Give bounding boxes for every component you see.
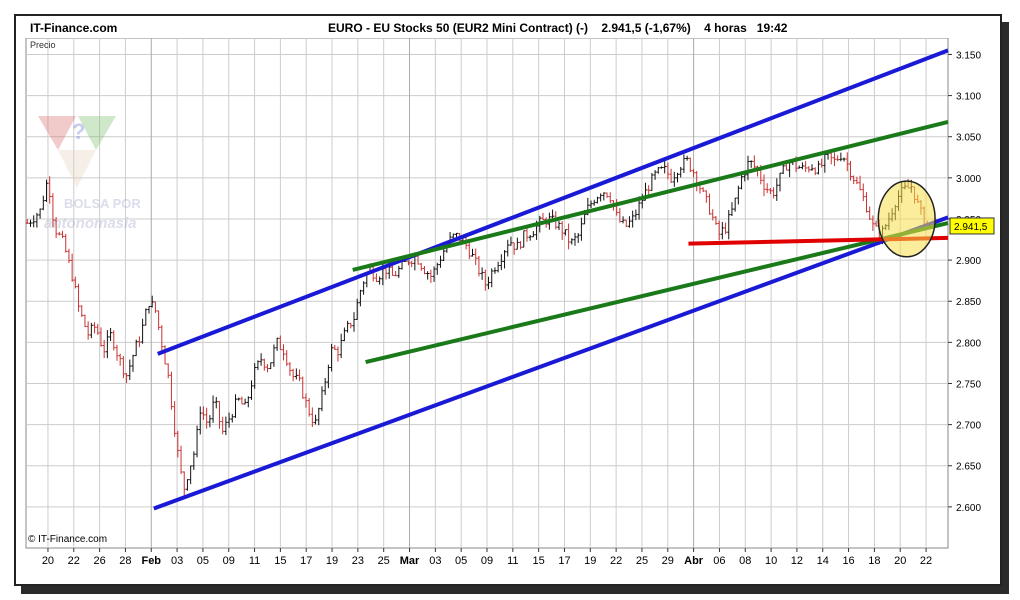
x-tick-label: 09 (481, 555, 493, 567)
y-tick-label: 3.000 (956, 174, 981, 185)
x-tick-label: 05 (197, 555, 209, 567)
x-tick-label: 14 (817, 555, 829, 567)
x-tick-label: 26 (93, 555, 105, 567)
y-tick-label: 3.050 (956, 133, 981, 144)
x-tick-label: 25 (636, 555, 648, 567)
x-axis: 20 22 26 28 Feb 03 05 09 11 15 17 19 23 25 Mar 03 05 09 11… (42, 548, 932, 567)
x-tick-label: 20 (42, 555, 54, 567)
x-tick-label: 03 (429, 555, 441, 567)
x-tick-label: Abr (684, 555, 704, 567)
highlight-circle (877, 180, 936, 258)
watermark-logo: ? BOLSA POR antonomasia (38, 116, 141, 232)
svg-text:?: ? (72, 119, 85, 144)
y-tick-label: 2.700 (956, 421, 981, 432)
x-tick-label: 12 (791, 555, 803, 567)
chart-title: EURO - EU Stocks 50 (EUR2 Mini Contract)… (328, 21, 788, 35)
x-tick-label: 17 (558, 555, 570, 567)
y-tick-label: 2.850 (956, 297, 981, 308)
chart-header: IT-Finance.com EURO - EU Stocks 50 (EUR2… (16, 16, 1000, 38)
y-tick-label: 2.650 (956, 462, 981, 473)
y-axis-label: Precio (30, 40, 56, 50)
x-tick-label: 19 (326, 555, 338, 567)
copyright: © IT-Finance.com (28, 534, 107, 545)
grid-lines (26, 38, 948, 548)
x-tick-label: 22 (610, 555, 622, 567)
x-tick-label: 20 (894, 555, 906, 567)
y-tick-label: 3.100 (956, 92, 981, 103)
x-tick-label: Mar (400, 555, 420, 567)
site-name: IT-Finance.com (30, 21, 118, 35)
trendline (153, 215, 949, 511)
trendline (365, 221, 949, 365)
candlestick-chart: ? BOLSA POR antonomasia Precio 2.600 2.65… (25, 38, 995, 567)
x-tick-label: 03 (171, 555, 183, 567)
x-tick-label: 11 (507, 555, 518, 567)
x-tick-label: 05 (455, 555, 467, 567)
chart-window: IT-Finance.com EURO - EU Stocks 50 (EUR2… (14, 14, 1002, 586)
x-tick-label: 06 (713, 555, 725, 567)
y-tick-label: 3.150 (956, 50, 981, 61)
y-tick-label: 2.600 (956, 503, 981, 514)
last-price-marker: 2.941,5 (949, 217, 995, 235)
x-tick-label: 17 (300, 555, 312, 567)
x-tick-label: 29 (662, 555, 674, 567)
x-tick-label: 15 (533, 555, 545, 567)
trendline (156, 48, 949, 356)
x-tick-label: 11 (249, 555, 260, 567)
y-axis: 2.6002.6502.7002.7502.8002.8502.9002.950… (948, 50, 981, 514)
trendlines (153, 48, 949, 511)
x-tick-label: 25 (378, 555, 390, 567)
trendline (352, 119, 949, 272)
y-tick-label: 2.750 (956, 379, 981, 390)
x-tick-label: 15 (274, 555, 286, 567)
x-tick-label: 22 (68, 555, 80, 567)
last-price-label: 2.941,5 (954, 222, 988, 233)
highlight-ellipse (877, 180, 936, 258)
x-tick-label: 22 (920, 555, 932, 567)
x-tick-label: 23 (352, 555, 364, 567)
x-tick-label: Feb (141, 555, 161, 567)
watermark-line2: antonomasia (44, 215, 137, 232)
y-tick-label: 2.900 (956, 256, 981, 267)
x-tick-label: 28 (119, 555, 131, 567)
y-tick-label: 2.800 (956, 338, 981, 349)
x-tick-label: 19 (584, 555, 596, 567)
x-tick-label: 16 (842, 555, 854, 567)
watermark-line1: BOLSA POR (64, 196, 141, 211)
x-tick-label: 08 (739, 555, 751, 567)
x-tick-label: 10 (765, 555, 777, 567)
x-tick-label: 18 (868, 555, 880, 567)
last-price-box (949, 217, 995, 235)
x-tick-label: 09 (223, 555, 235, 567)
